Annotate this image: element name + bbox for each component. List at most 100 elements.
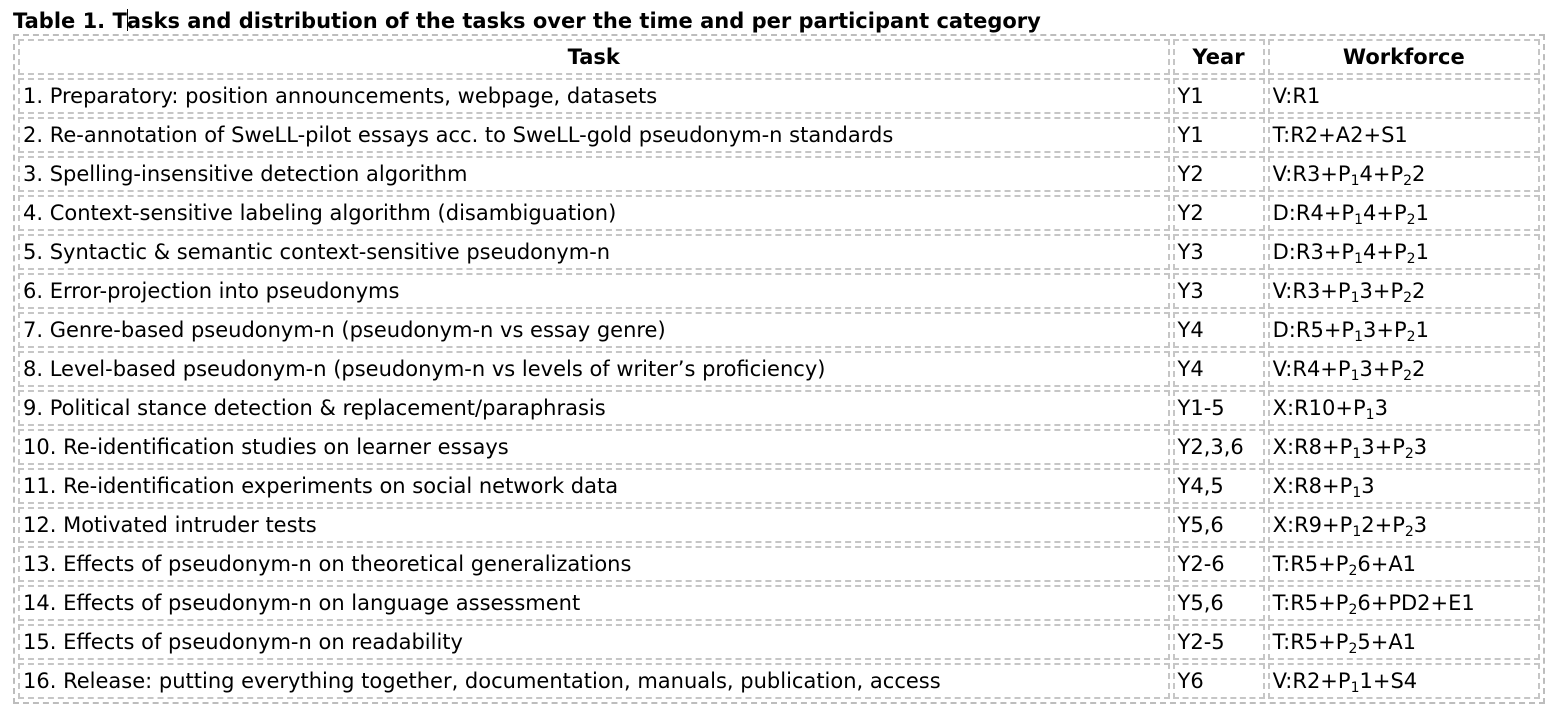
workforce-subscript: 1: [1350, 290, 1360, 306]
workforce-text: 3: [1374, 396, 1388, 420]
task-cell: 2. Re-annotation of SweLL-pilot essays a…: [18, 117, 1170, 153]
workforce-text: D:R3+P: [1272, 240, 1355, 264]
year-cell: Y2,3,6: [1172, 429, 1265, 465]
task-cell: 8. Level-based pseudonym-n (pseudonym-n …: [18, 351, 1170, 387]
workforce-text: 3: [1413, 513, 1428, 537]
task-cell: 5. Syntactic & semantic context-sensitiv…: [18, 234, 1170, 270]
task-cell: 14. Effects of pseudonym-n on language a…: [18, 585, 1170, 621]
workforce-text: 3+P: [1359, 279, 1404, 303]
year-cell: Y4: [1172, 351, 1265, 387]
table-row: 9. Political stance detection & replacem…: [18, 390, 1540, 426]
table-row: 7. Genre-based pseudonym-n (pseudonym-n …: [18, 312, 1540, 348]
table-row: 14. Effects of pseudonym-n on language a…: [18, 585, 1540, 621]
workforce-text: 6+A1: [1357, 552, 1417, 576]
text-cursor: [126, 9, 128, 31]
table-row: 1. Preparatory: position announcements, …: [18, 78, 1540, 114]
workforce-subscript: 1: [1365, 407, 1375, 423]
table-row: 8. Level-based pseudonym-n (pseudonym-n …: [18, 351, 1540, 387]
header-workforce: Workforce: [1267, 39, 1540, 75]
workforce-text: 3: [1413, 435, 1428, 459]
workforce-subscript: 1: [1350, 680, 1360, 696]
workforce-text: 2: [1412, 162, 1426, 186]
workforce-text: D:R5+P: [1272, 318, 1355, 342]
workforce-text: X:R8+P: [1272, 435, 1353, 459]
workforce-text: V:R2+P: [1272, 669, 1351, 693]
table-row: 15. Effects of pseudonym-n on readabilit…: [18, 624, 1540, 660]
year-cell: Y2-6: [1172, 546, 1265, 582]
table-row: 5. Syntactic & semantic context-sensitiv…: [18, 234, 1540, 270]
workforce-text: T:R5+P: [1272, 630, 1349, 654]
workforce-cell: V:R1: [1267, 78, 1540, 114]
workforce-subscript: 1: [1354, 251, 1364, 267]
workforce-cell: D:R5+P13+P21: [1267, 312, 1540, 348]
header-year: Year: [1172, 39, 1265, 75]
workforce-text: D:R4+P: [1272, 201, 1355, 225]
tasks-table: Task Year Workforce 1. Preparatory: posi…: [13, 34, 1545, 704]
task-cell: 11. Re-identification experiments on soc…: [18, 468, 1170, 504]
workforce-text: 4+P: [1363, 201, 1407, 225]
workforce-cell: X:R8+P13+P23: [1267, 429, 1540, 465]
workforce-subscript: 1: [1350, 368, 1360, 384]
table-row: 13. Effects of pseudonym-n on theoretica…: [18, 546, 1540, 582]
workforce-text: T:R5+P: [1272, 552, 1349, 576]
year-cell: Y2: [1172, 156, 1265, 192]
table-row: 11. Re-identification experiments on soc…: [18, 468, 1540, 504]
workforce-text: 3: [1361, 474, 1375, 498]
task-cell: 12. Motivated intruder tests: [18, 507, 1170, 543]
workforce-cell: V:R4+P13+P22: [1267, 351, 1540, 387]
workforce-subscript: 1: [1352, 524, 1362, 540]
workforce-subscript: 2: [1406, 329, 1416, 345]
workforce-cell: V:R3+P13+P22: [1267, 273, 1540, 309]
workforce-subscript: 2: [1403, 173, 1413, 189]
table-row: 16. Release: putting everything together…: [18, 663, 1540, 699]
task-cell: 1. Preparatory: position announcements, …: [18, 78, 1170, 114]
workforce-cell: X:R10+P13: [1267, 390, 1540, 426]
table-row: 2. Re-annotation of SweLL-pilot essays a…: [18, 117, 1540, 153]
workforce-text: 3+P: [1363, 318, 1407, 342]
workforce-subscript: 2: [1348, 641, 1358, 657]
caption-text: asks and distribution of the tasks over …: [126, 9, 1041, 33]
task-cell: 13. Effects of pseudonym-n on theoretica…: [18, 546, 1170, 582]
task-cell: 16. Release: putting everything together…: [18, 663, 1170, 699]
workforce-text: 6+PD2+E1: [1357, 591, 1475, 615]
table-row: 10. Re-identification studies on learner…: [18, 429, 1540, 465]
workforce-text: 2: [1412, 279, 1426, 303]
workforce-subscript: 1: [1354, 329, 1364, 345]
caption-label: Table 1.: [13, 9, 106, 33]
workforce-text: V:R3+P: [1272, 279, 1351, 303]
workforce-text: 2+P: [1361, 513, 1405, 537]
year-cell: Y3: [1172, 234, 1265, 270]
workforce-cell: X:R9+P12+P23: [1267, 507, 1540, 543]
table-row: 12. Motivated intruder tests Y5,6 X:R9+P12…: [18, 507, 1540, 543]
year-cell: Y5,6: [1172, 585, 1265, 621]
workforce-text: 1: [1415, 240, 1429, 264]
workforce-subscript: 1: [1352, 446, 1362, 462]
workforce-text: T:R2+A2+S1: [1272, 123, 1408, 147]
workforce-text: 1: [1415, 201, 1429, 225]
workforce-subscript: 2: [1403, 290, 1413, 306]
workforce-text: 4+P: [1363, 240, 1407, 264]
workforce-cell: D:R4+P14+P21: [1267, 195, 1540, 231]
workforce-text: V:R3+P: [1272, 162, 1351, 186]
year-cell: Y1: [1172, 117, 1265, 153]
workforce-subscript: 2: [1403, 368, 1413, 384]
workforce-text: V:R1: [1272, 84, 1321, 108]
workforce-cell: X:R8+P13: [1267, 468, 1540, 504]
year-cell: Y1: [1172, 78, 1265, 114]
workforce-cell: D:R3+P14+P21: [1267, 234, 1540, 270]
workforce-text: X:R10+P: [1272, 396, 1366, 420]
task-cell: 6. Error-projection into pseudonyms: [18, 273, 1170, 309]
table-caption: Table 1. Tasks and distribution of the t…: [13, 8, 1041, 34]
workforce-text: 1: [1415, 318, 1429, 342]
workforce-subscript: 2: [1404, 524, 1414, 540]
table-row: 4. Context-sensitive labeling algorithm …: [18, 195, 1540, 231]
table-header-row: Task Year Workforce: [18, 39, 1540, 75]
workforce-cell: T:R2+A2+S1: [1267, 117, 1540, 153]
workforce-subscript: 1: [1352, 485, 1362, 501]
workforce-cell: V:R2+P11+S4: [1267, 663, 1540, 699]
caption-first-letter: T: [112, 9, 127, 33]
workforce-text: 1+S4: [1359, 669, 1418, 693]
workforce-text: 5+A1: [1357, 630, 1417, 654]
workforce-subscript: 2: [1406, 212, 1416, 228]
workforce-text: X:R9+P: [1272, 513, 1353, 537]
